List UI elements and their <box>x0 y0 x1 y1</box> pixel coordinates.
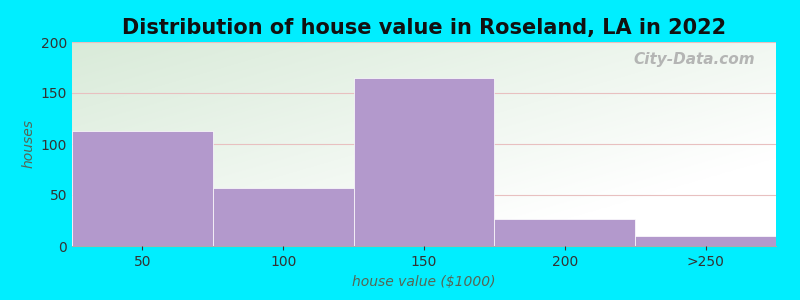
Y-axis label: houses: houses <box>22 119 35 169</box>
Bar <box>354 78 494 246</box>
Text: City-Data.com: City-Data.com <box>634 52 755 67</box>
Bar <box>213 188 354 246</box>
Bar <box>494 220 635 246</box>
Title: Distribution of house value in Roseland, LA in 2022: Distribution of house value in Roseland,… <box>122 18 726 38</box>
X-axis label: house value ($1000): house value ($1000) <box>352 274 496 289</box>
Bar <box>72 131 213 246</box>
Bar <box>635 236 776 246</box>
